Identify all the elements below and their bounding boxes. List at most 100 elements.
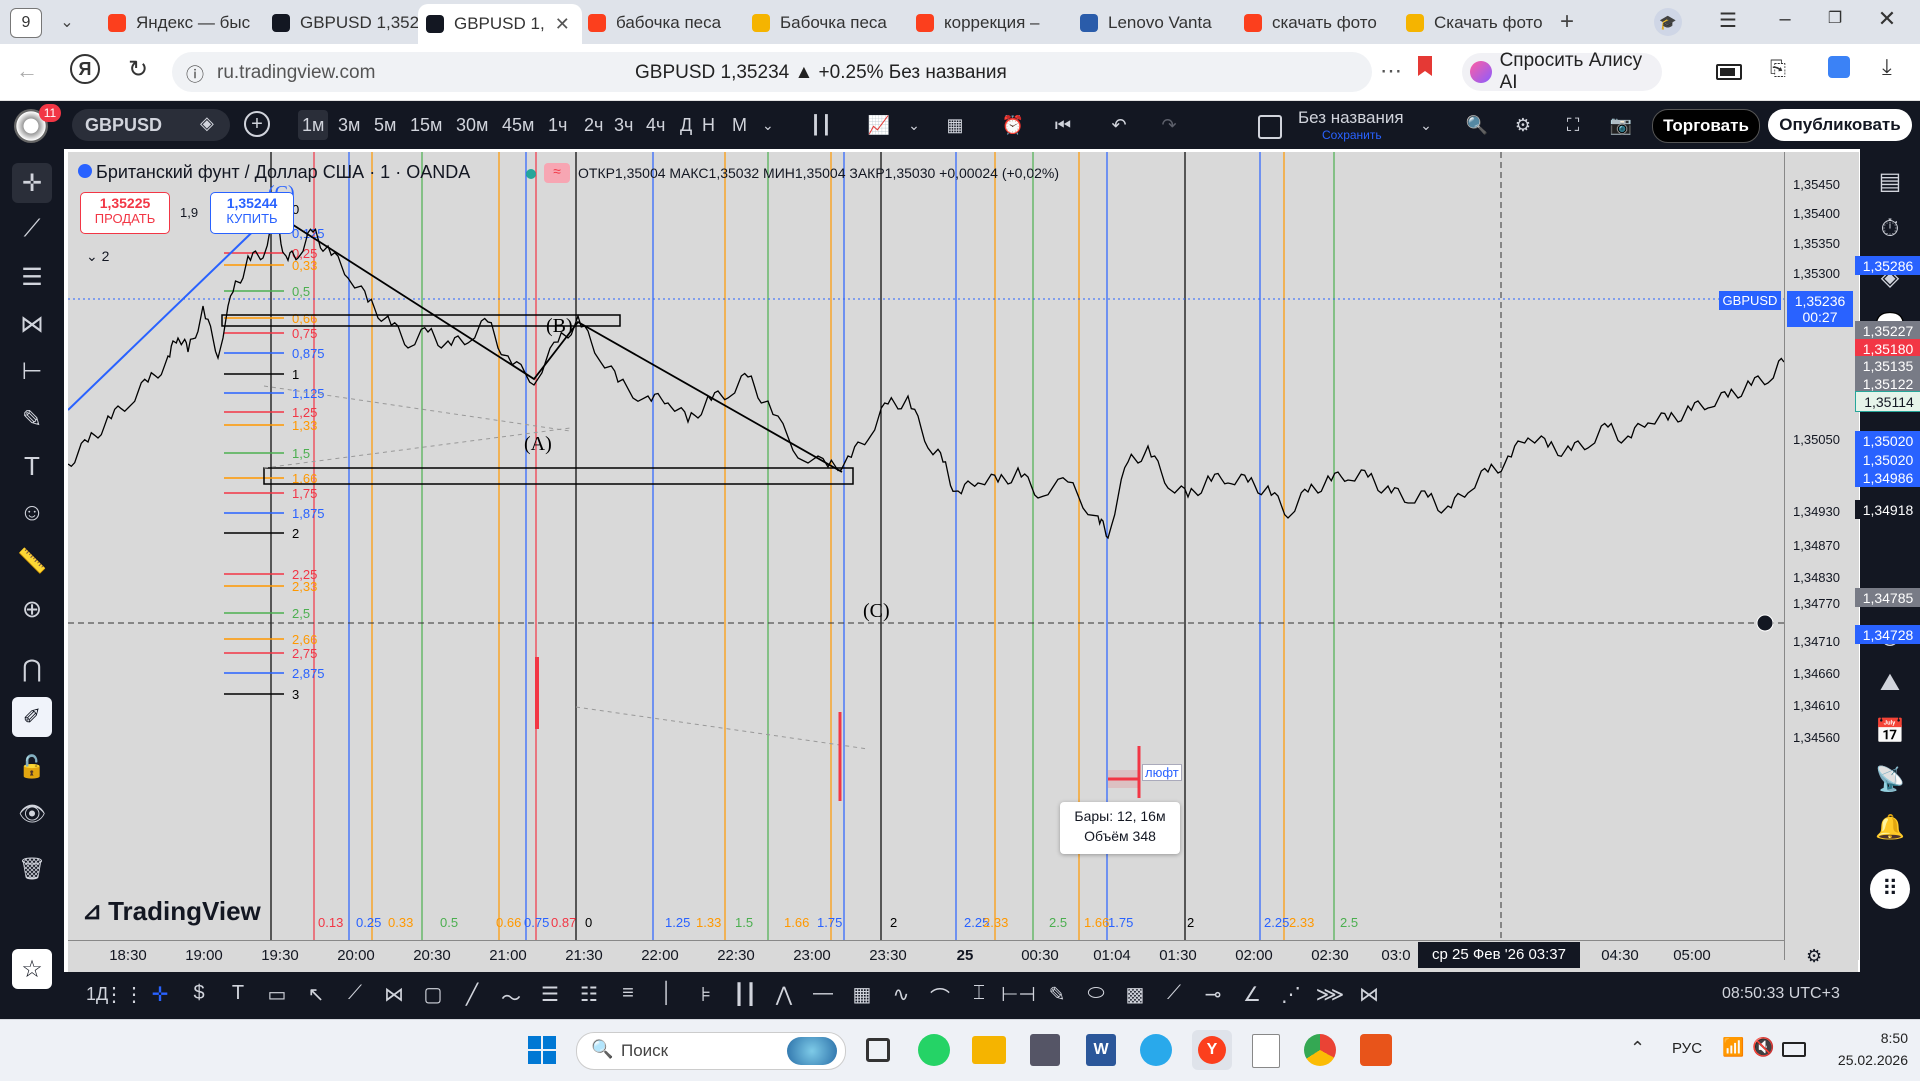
- undo-icon[interactable]: ↶: [1111, 114, 1127, 135]
- price-label-icon[interactable]: $: [193, 982, 205, 1004]
- text-icon[interactable]: T: [231, 982, 245, 1004]
- grid-icon[interactable]: ▦: [852, 984, 872, 1006]
- fib-retracement-icon[interactable]: ☰: [541, 984, 559, 1006]
- stay-drawing-icon[interactable]: ✐: [12, 697, 52, 737]
- line-icon[interactable]: ╱: [465, 984, 479, 1006]
- interval-button[interactable]: 2ч: [584, 114, 604, 135]
- rectangle-icon[interactable]: ▢: [423, 984, 443, 1006]
- bars-pattern-icon[interactable]: ⊧: [700, 984, 712, 1006]
- fib-tool-icon[interactable]: ☰: [21, 263, 43, 291]
- browser-tab[interactable]: Lenovo Vanta: [1072, 6, 1230, 40]
- symbol-search[interactable]: GBPUSD ◈: [72, 109, 230, 141]
- clock-time[interactable]: 8:50: [1880, 1030, 1908, 1046]
- indicators-icon[interactable]: 📈: [867, 114, 891, 135]
- arc-icon[interactable]: ⌒: [930, 988, 950, 1010]
- watchlist-icon[interactable]: ▤: [1878, 167, 1902, 195]
- interval-button[interactable]: 1ч: [548, 114, 568, 135]
- alert-icon[interactable]: ⏰: [1001, 114, 1025, 135]
- redo-icon[interactable]: ↷: [1161, 114, 1177, 135]
- abcd-pattern-icon[interactable]: ⋰: [1281, 984, 1301, 1006]
- bookmark-icon[interactable]: [1418, 56, 1432, 76]
- chart-pane[interactable]: 0.13 0.25 0.33 0.5 0.66 0.75 0.87 0 1.25 1.33 1.5 1…: [68, 152, 1920, 973]
- interval-button[interactable]: 30м: [456, 114, 489, 135]
- callout-icon[interactable]: ▭: [267, 984, 287, 1006]
- translate-icon[interactable]: ⎘: [1770, 58, 1786, 80]
- interval-button[interactable]: 3ч: [614, 114, 634, 135]
- price-axis[interactable]: 1,354501,354001,353501,353001,352501,350…: [1784, 152, 1859, 960]
- buy-button[interactable]: 1,35244 КУПИТЬ: [210, 192, 294, 234]
- trend-angle-icon[interactable]: ⟋: [1167, 982, 1181, 1004]
- wifi-icon[interactable]: 📶: [1722, 1037, 1745, 1057]
- apps-grid-icon[interactable]: ⠿: [1870, 869, 1910, 909]
- notepad-icon[interactable]: [1252, 1034, 1280, 1068]
- browser-tab[interactable]: Бабочка песа: [744, 6, 902, 40]
- fullscreen-icon[interactable]: ⛶: [1566, 114, 1580, 135]
- layout-save-label[interactable]: Сохранить: [1322, 128, 1382, 142]
- pattern-icon[interactable]: ⋈: [384, 984, 404, 1006]
- interval-button[interactable]: 1м: [298, 110, 329, 140]
- telegram-icon[interactable]: [1140, 1034, 1172, 1066]
- brush-icon[interactable]: ✎: [1048, 984, 1066, 1006]
- close-tab-icon[interactable]: ✕: [554, 13, 570, 34]
- wave-pattern-icon[interactable]: ⋙: [1315, 984, 1345, 1006]
- zoom-tool-icon[interactable]: ⊕: [21, 595, 43, 623]
- interval-button[interactable]: М: [732, 114, 747, 135]
- pattern-tool-icon[interactable]: ⋈: [20, 310, 44, 338]
- volume-icon[interactable]: 🔇: [1752, 1037, 1775, 1057]
- ellipse-icon[interactable]: ⬭: [1087, 982, 1105, 1004]
- browser-tab[interactable]: GBPUSD 1,352: [264, 6, 422, 40]
- hotlist-icon[interactable]: ⛰: [1879, 669, 1901, 696]
- period-button[interactable]: 1Д: [86, 984, 109, 1004]
- replay-icon[interactable]: ⏮: [1054, 114, 1072, 135]
- trendline-tool-icon[interactable]: ⟋: [23, 215, 41, 242]
- measure-tool-icon[interactable]: ⊢: [21, 357, 43, 385]
- tabs-dropdown-icon[interactable]: ⌄: [60, 14, 74, 31]
- ruler-tool-icon[interactable]: 📏: [17, 547, 47, 575]
- date-range-icon[interactable]: ⊢⊣: [1001, 984, 1036, 1006]
- tab-counter-button[interactable]: 9: [10, 8, 42, 38]
- emoji-tool-icon[interactable]: ☺: [19, 499, 45, 526]
- interval-button[interactable]: 45м: [502, 114, 535, 135]
- interval-button[interactable]: 15м: [410, 114, 443, 135]
- extension-icon[interactable]: [1828, 56, 1850, 78]
- indicators-dropdown-icon[interactable]: ⌄: [908, 116, 920, 133]
- drag-handle-icon[interactable]: ⋮⋮: [104, 984, 144, 1006]
- time-axis-settings-icon[interactable]: ⚙: [1806, 946, 1823, 966]
- profile-icon[interactable]: 🎓: [1654, 8, 1682, 36]
- brush-tool-icon[interactable]: ✎: [21, 405, 43, 433]
- yandex-logo-icon[interactable]: Я: [70, 54, 100, 84]
- restore-icon[interactable]: ❐: [1827, 10, 1843, 27]
- language-indicator[interactable]: РУС: [1672, 1040, 1703, 1057]
- menu-icon[interactable]: ☰: [1719, 10, 1737, 32]
- fib-channel-icon[interactable]: ≡: [622, 982, 634, 1004]
- text-tool-icon[interactable]: T: [24, 450, 40, 481]
- chart-canvas[interactable]: 0.13 0.25 0.33 0.5 0.66 0.75 0.87 0 1.25 1.33 1.5 1…: [68, 152, 1858, 972]
- stream-icon[interactable]: 📡: [1875, 765, 1905, 793]
- indicator-icon[interactable]: ≈: [544, 163, 570, 183]
- fib-extension-icon[interactable]: ☷: [580, 984, 598, 1006]
- cursor-icon[interactable]: ↖: [307, 984, 325, 1006]
- minimize-icon[interactable]: –: [1779, 8, 1791, 30]
- interval-button[interactable]: 5м: [374, 114, 397, 135]
- browser-tab[interactable]: скачать фото: [1236, 6, 1394, 40]
- interval-button[interactable]: 4ч: [646, 114, 666, 135]
- fan-icon[interactable]: ⋀: [775, 984, 793, 1006]
- interval-button[interactable]: Н: [702, 114, 715, 135]
- publish-button[interactable]: Опубликовать: [1768, 109, 1912, 141]
- favorites-icon[interactable]: ☆: [12, 949, 52, 989]
- layout-name[interactable]: Без названия: [1298, 108, 1404, 127]
- layout-dropdown-icon[interactable]: ⌄: [1420, 116, 1432, 133]
- magnet-tool-icon[interactable]: ⋂: [22, 655, 42, 683]
- xabcd-pattern-icon[interactable]: ⋈: [1359, 984, 1379, 1006]
- path-icon[interactable]: 〜: [501, 988, 521, 1010]
- chrome-icon[interactable]: [1304, 1034, 1336, 1066]
- indicators-collapse[interactable]: ⌄ 2: [86, 248, 110, 264]
- word-icon[interactable]: W: [1086, 1034, 1116, 1066]
- whatsapp-icon[interactable]: [918, 1034, 950, 1066]
- price-range-icon[interactable]: ⌶: [973, 982, 985, 1004]
- crosshair-icon[interactable]: ✛: [151, 984, 169, 1006]
- yandex-browser-icon[interactable]: Y: [1192, 1030, 1232, 1070]
- clock-text[interactable]: 08:50:33 UTC+3: [1722, 985, 1840, 1002]
- settings-icon[interactable]: ⚙: [1514, 114, 1532, 135]
- clock-date[interactable]: 25.02.2026: [1837, 1052, 1908, 1068]
